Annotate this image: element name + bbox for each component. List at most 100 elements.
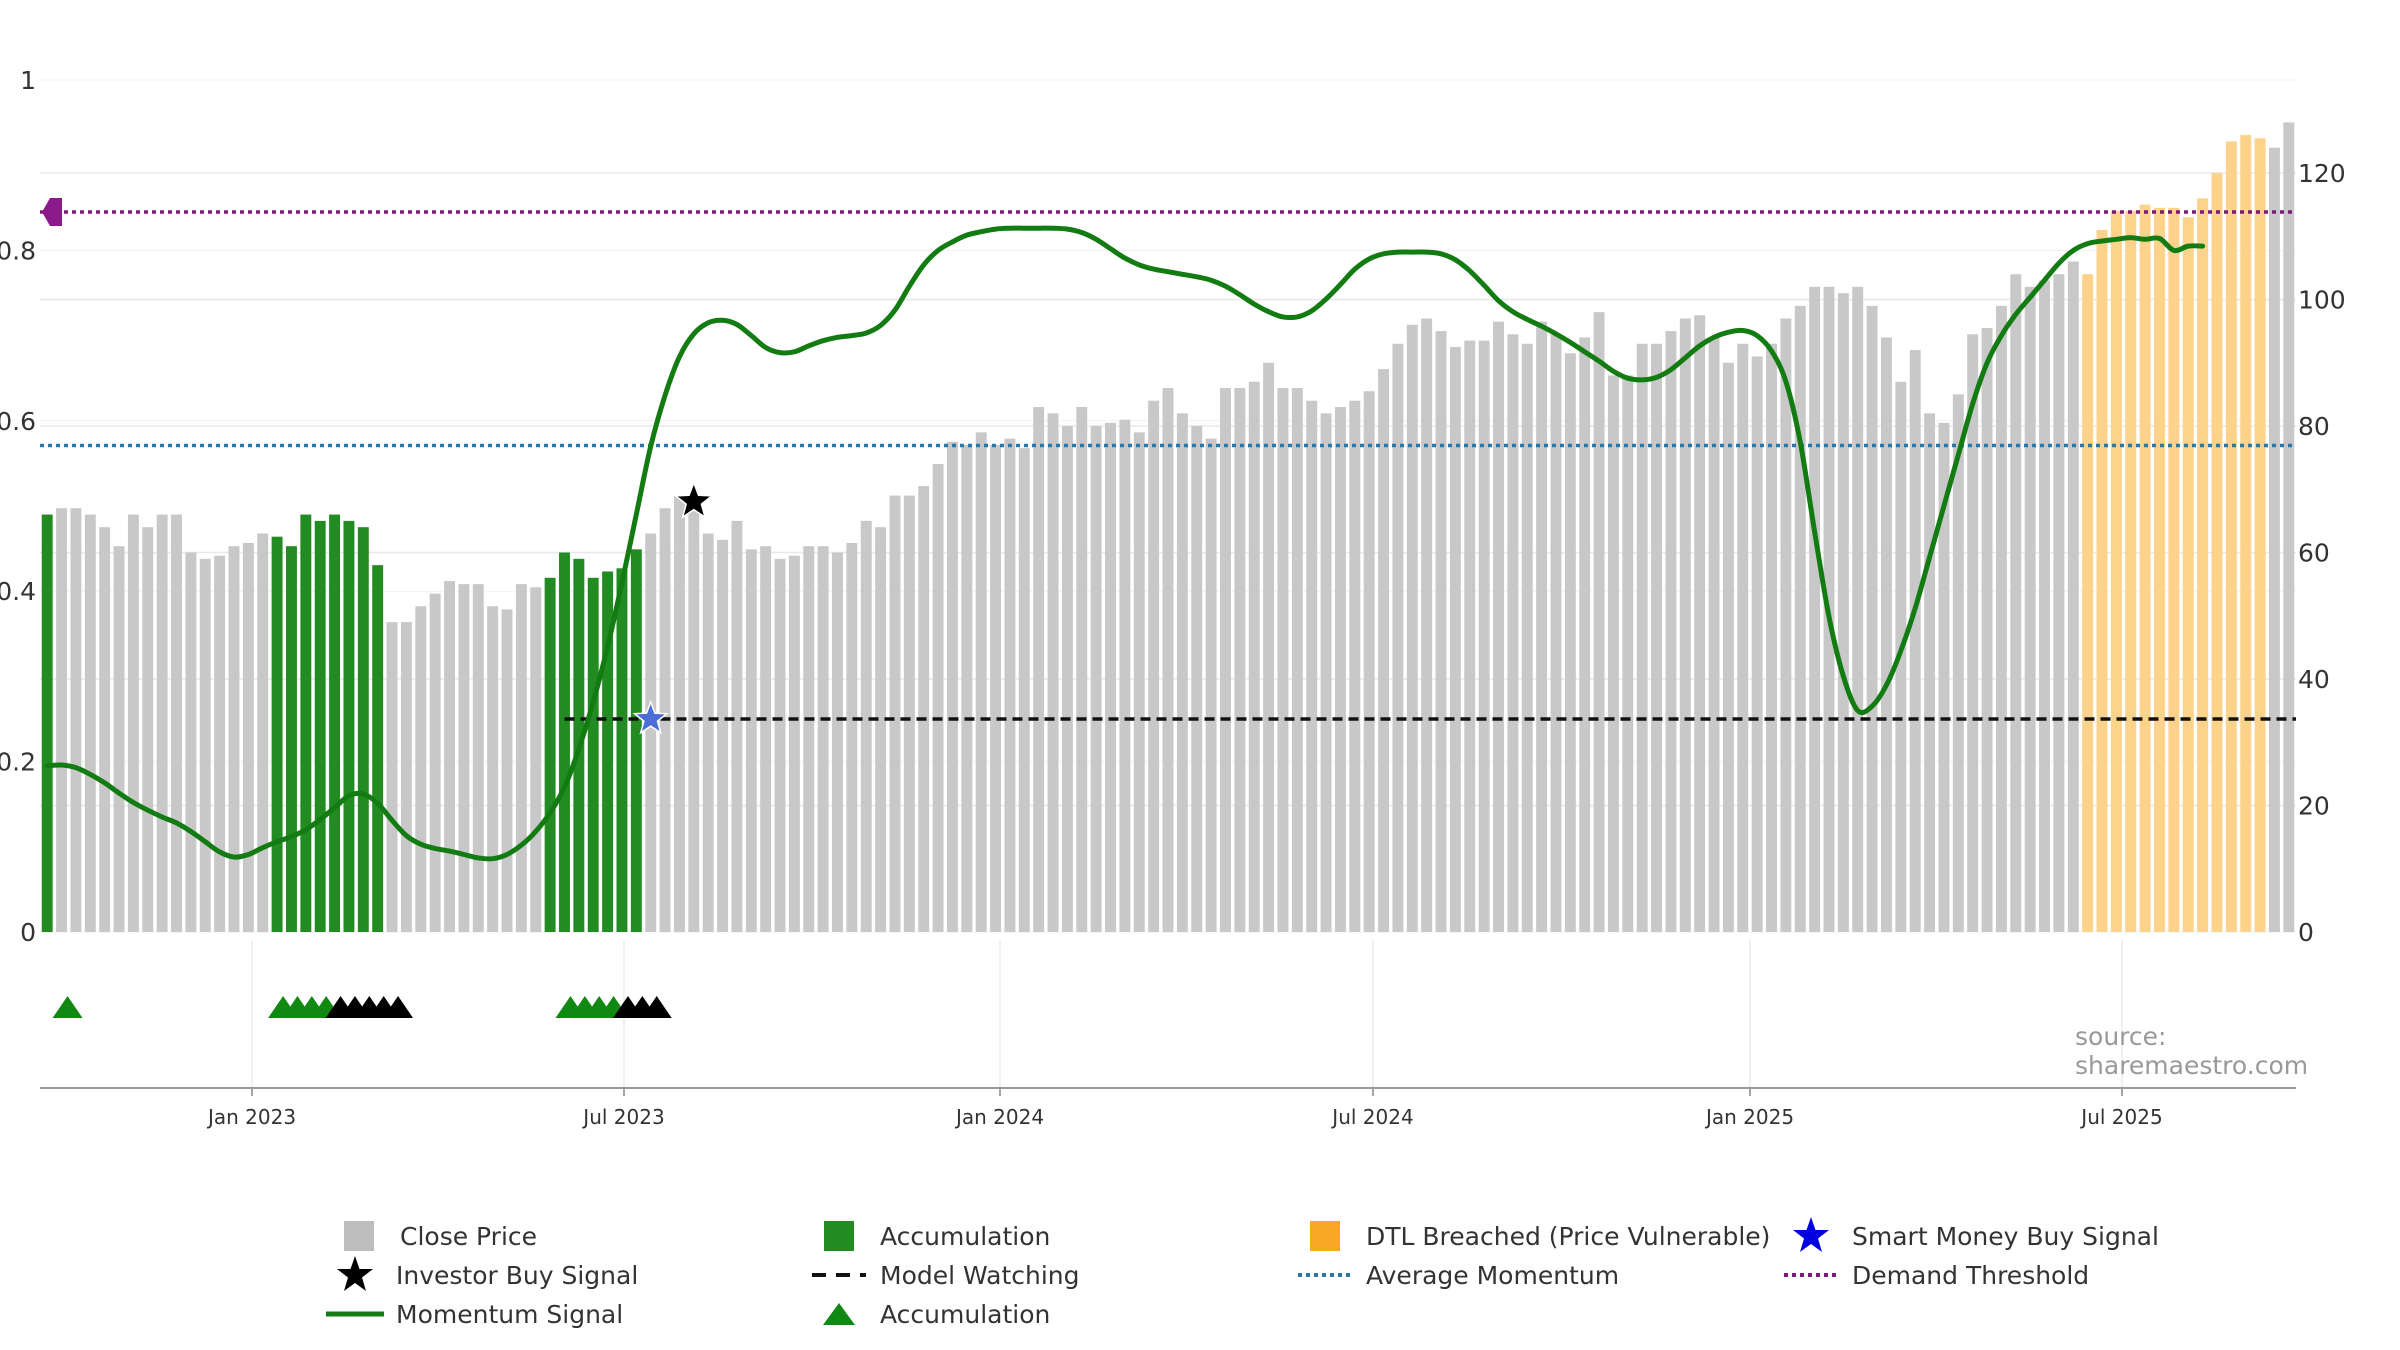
legend-item-momentum-signal[interactable]: Momentum Signal — [326, 1296, 623, 1332]
close-price-bar — [1737, 343, 1749, 932]
close-price-bar — [56, 508, 68, 932]
close-price-bar — [1881, 337, 1892, 932]
legend-item-close-price[interactable]: Close Price — [330, 1218, 537, 1254]
accumulation-bar — [41, 514, 53, 932]
close-price-bar — [1521, 343, 1533, 932]
close-price-bar — [185, 552, 197, 932]
accumulation-bar — [329, 514, 341, 932]
close-price-bar — [875, 527, 887, 932]
legend-item-accumulation-bar[interactable]: Accumulation — [810, 1218, 1050, 1254]
accumulation-bar — [372, 565, 384, 932]
legend-item-dtl-breached[interactable]: DTL Breached (Price Vulnerable) — [1296, 1218, 1770, 1254]
watch-triangle — [641, 996, 672, 1018]
close-price-bar — [400, 622, 412, 932]
close-price-bar — [1593, 312, 1605, 932]
close-price-bar — [817, 546, 829, 932]
x-tick-label: Jul 2024 — [1330, 1105, 1413, 1129]
close-price-bar — [515, 584, 527, 932]
close-price-bar — [1018, 448, 1030, 932]
close-price-bar — [1119, 419, 1131, 932]
close-price-bar — [1162, 388, 1174, 932]
close-price-bar — [1363, 391, 1375, 932]
green-line-icon — [326, 1296, 384, 1332]
close-price-bar — [1291, 388, 1303, 932]
close-price-bar — [1306, 400, 1318, 932]
close-price-bar — [2053, 274, 2065, 932]
right-tick-label: 100 — [2298, 286, 2346, 315]
close-price-bar — [415, 606, 427, 932]
close-price-bar — [1651, 343, 1663, 932]
close-price-bar — [1550, 334, 1562, 933]
close-price-bar — [1220, 388, 1231, 932]
close-price-bar — [1392, 343, 1404, 932]
right-tick-label: 80 — [2298, 412, 2330, 441]
x-tick-label: Jul 2023 — [581, 1105, 664, 1129]
close-price-bar — [903, 495, 915, 932]
close-price-bar — [702, 533, 714, 932]
dtl-bar — [2110, 210, 2122, 932]
close-price-bar — [127, 514, 139, 932]
close-price-bar — [1004, 438, 1016, 932]
close-price-bar — [156, 514, 168, 932]
close-price-bar — [1866, 305, 1878, 932]
close-price-bar — [1435, 331, 1447, 932]
close-price-bar — [760, 546, 772, 932]
close-price-bar — [1708, 337, 1720, 932]
close-price-bar — [1809, 286, 1821, 933]
watch-triangle — [383, 996, 414, 1018]
close-price-bar — [214, 555, 226, 932]
close-price-bar — [1334, 407, 1346, 932]
close-price-bar — [2039, 280, 2050, 932]
dotted-purple-line-icon — [1782, 1257, 1840, 1293]
close-price-bar — [1794, 305, 1806, 932]
close-price-bar — [1061, 426, 1073, 932]
close-price-bar — [501, 609, 513, 932]
close-price-bar — [1995, 305, 2007, 932]
left-tick-label: 0.4 — [0, 577, 36, 606]
close-price-bar — [1766, 343, 1777, 932]
dotted-blue-line-icon — [1296, 1257, 1354, 1293]
close-price-bar — [228, 546, 240, 932]
legend-item-demand-threshold[interactable]: Demand Threshold — [1782, 1257, 2089, 1293]
close-price-bar — [1378, 369, 1390, 932]
legend-item-average-momentum[interactable]: Average Momentum — [1296, 1257, 1619, 1293]
close-price-bar — [1277, 388, 1289, 932]
close-price-bar — [2283, 122, 2295, 932]
close-price-bar — [860, 520, 872, 932]
dtl-bar — [2182, 217, 2194, 932]
close-price-bar — [1967, 334, 1979, 933]
dtl-bar — [2168, 207, 2180, 933]
dtl-bar — [2225, 141, 2237, 932]
accumulation-bar — [271, 536, 283, 932]
close-price-bar — [1507, 334, 1519, 933]
source-credit: source: sharemaestro.com — [2075, 1022, 2309, 1080]
axes: 0 20 40 60 80 100 120 0 0.2 0.4 0.6 0.8 1 Jan 2023 Jul… — [0, 66, 2346, 1129]
close-price-bar — [472, 584, 484, 932]
right-tick-label: 20 — [2298, 792, 2330, 821]
legend-item-model-watching[interactable]: Model Watching — [810, 1257, 1080, 1293]
accumulation-bar — [616, 568, 628, 932]
close-price-bar — [1909, 350, 1921, 933]
dtl-bar — [2082, 274, 2094, 932]
left-tick-label: 0.6 — [0, 407, 36, 436]
close-price-bar — [990, 444, 1002, 932]
close-price-bar — [774, 558, 786, 932]
close-price-bar — [199, 558, 211, 932]
legend-item-smart-money[interactable]: Smart Money Buy Signal — [1782, 1217, 2159, 1254]
legend-item-investor-buy[interactable]: Investor Buy Signal — [326, 1256, 638, 1293]
left-tick-label: 1 — [20, 66, 36, 95]
dtl-bar — [2154, 207, 2165, 933]
close-price-bar — [2010, 274, 2022, 932]
close-price-bar — [1694, 315, 1706, 932]
close-price-bar — [1191, 426, 1203, 932]
legend-item-accumulation-triangle[interactable]: Accumulation — [810, 1296, 1050, 1332]
reference-lines — [40, 210, 2296, 721]
close-price-bar — [2024, 286, 2036, 933]
accumulation-bar — [300, 514, 312, 932]
close-price-bar — [673, 495, 685, 932]
close-price-bar — [1464, 340, 1476, 932]
close-price-bar — [1076, 407, 1088, 932]
close-price-bar — [745, 549, 757, 932]
close-price-bar — [458, 584, 470, 932]
